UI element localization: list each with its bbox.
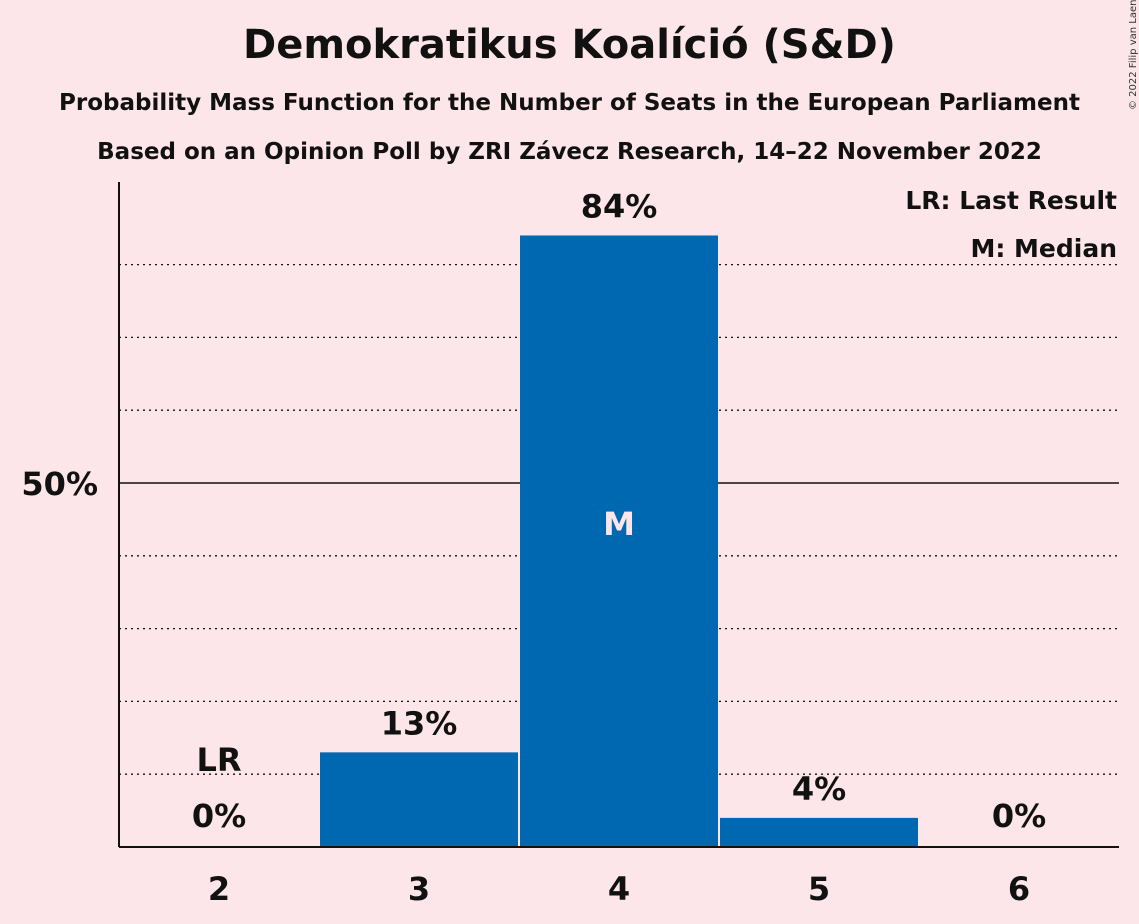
value-label: 13%	[381, 704, 458, 742]
median-marker: M	[603, 505, 635, 543]
value-label: 4%	[792, 770, 846, 808]
value-label: 84%	[581, 187, 658, 225]
legend-entry: M: Median	[970, 234, 1117, 263]
chart-source: Based on an Opinion Poll by ZRI Závecz R…	[97, 139, 1042, 165]
x-tick-label: 3	[408, 870, 430, 908]
value-label: 0%	[192, 797, 246, 835]
last-result-marker: LR	[196, 741, 241, 779]
bar-seats-5	[720, 817, 918, 847]
x-tick-label: 2	[208, 870, 230, 908]
x-tick-label: 4	[608, 870, 630, 908]
x-tick-label: 6	[1008, 870, 1030, 908]
value-label: 0%	[992, 797, 1046, 835]
x-tick-label: 5	[808, 870, 830, 908]
chart-title: Demokratikus Koalíció (S&D)	[243, 22, 896, 68]
bar-seats-4	[520, 235, 718, 848]
chart-subtitle: Probability Mass Function for the Number…	[59, 90, 1080, 116]
y-tick-label: 50%	[21, 465, 98, 503]
legend-entry: LR: Last Result	[905, 186, 1117, 215]
bar-seats-3	[320, 752, 518, 847]
